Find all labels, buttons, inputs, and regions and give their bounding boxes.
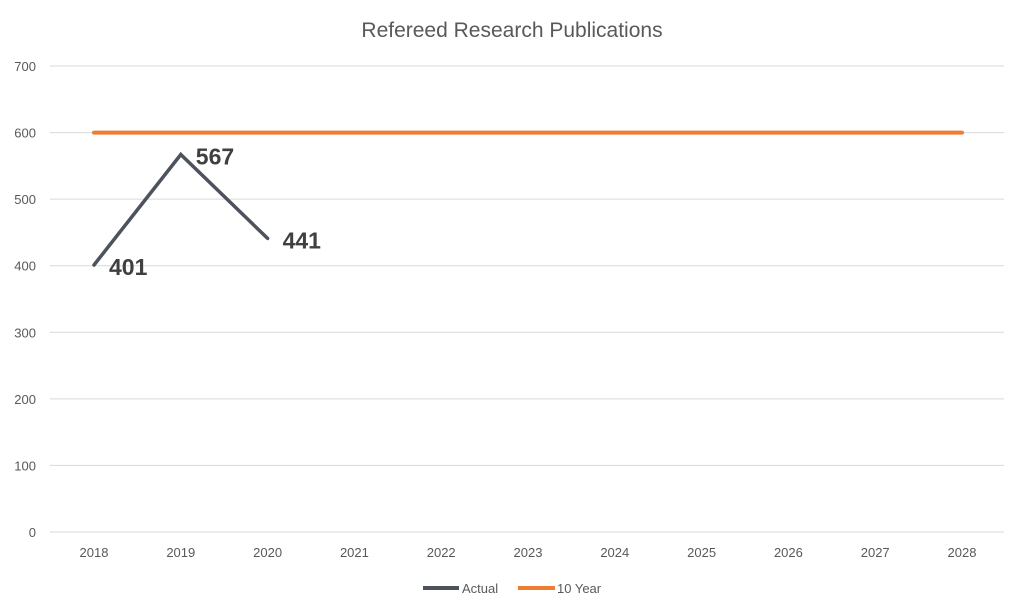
data-label-2018: 401: [109, 254, 148, 280]
x-axis-tick-labels: 2018 2019 2020 2021 2022 2023 2024 2025 2026 2027…: [80, 545, 977, 560]
y-tick-label: 0: [29, 525, 36, 540]
x-tick-label: 2024: [600, 545, 629, 560]
x-tick-label: 2018: [80, 545, 109, 560]
y-tick-label: 300: [14, 325, 36, 340]
y-tick-label: 200: [14, 392, 36, 407]
series-lines: [92, 130, 964, 267]
x-tick-label: 2026: [774, 545, 803, 560]
series-line-actual: [92, 151, 270, 267]
legend-label-actual: Actual: [462, 581, 498, 596]
x-tick-label: 2022: [427, 545, 456, 560]
x-tick-label: 2023: [514, 545, 543, 560]
legend-label-10-year: 10 Year: [557, 581, 602, 596]
gridlines: [50, 65, 1004, 533]
data-label-2020: 441: [283, 227, 322, 253]
chart-title: Refereed Research Publications: [361, 19, 662, 42]
y-axis-tick-labels: 0 100 200 300 400 500 600 700: [14, 59, 36, 540]
y-tick-label: 500: [14, 192, 36, 207]
data-labels: 401 567 441: [109, 144, 321, 281]
legend: Actual 10 Year: [423, 581, 602, 596]
data-label-2019: 567: [196, 144, 234, 170]
y-tick-label: 400: [14, 259, 36, 274]
y-tick-label: 700: [14, 59, 36, 74]
y-tick-label: 100: [14, 458, 36, 473]
x-tick-label: 2028: [948, 545, 977, 560]
x-tick-label: 2021: [340, 545, 369, 560]
x-tick-label: 2020: [253, 545, 282, 560]
y-tick-label: 600: [14, 126, 36, 141]
x-tick-label: 2025: [687, 545, 716, 560]
x-tick-label: 2019: [166, 545, 195, 560]
x-tick-label: 2027: [861, 545, 890, 560]
